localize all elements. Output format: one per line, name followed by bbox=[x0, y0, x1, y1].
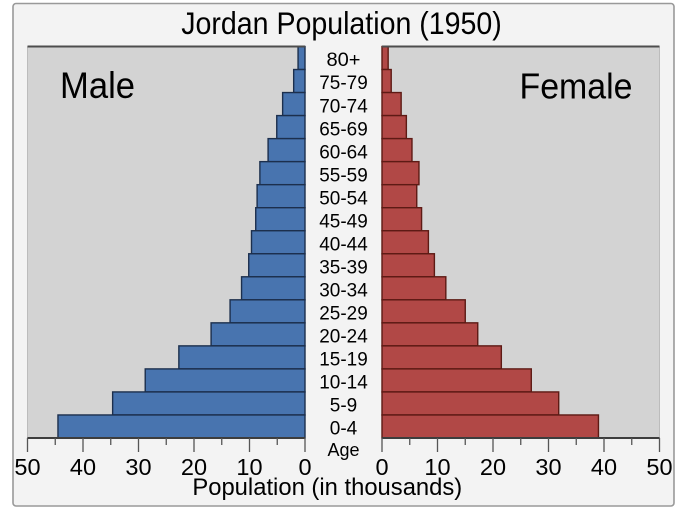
svg-text:40-44: 40-44 bbox=[319, 234, 368, 255]
svg-text:Male: Male bbox=[60, 65, 135, 106]
svg-text:35-39: 35-39 bbox=[319, 257, 368, 278]
svg-text:20: 20 bbox=[480, 454, 506, 480]
svg-text:20: 20 bbox=[181, 454, 207, 480]
svg-text:40: 40 bbox=[591, 454, 617, 480]
svg-text:Population (in thousands): Population (in thousands) bbox=[192, 474, 462, 501]
svg-text:Age: Age bbox=[327, 440, 359, 460]
svg-text:55-59: 55-59 bbox=[319, 165, 368, 186]
svg-text:25-29: 25-29 bbox=[319, 304, 368, 325]
svg-text:75-79: 75-79 bbox=[319, 73, 368, 94]
svg-text:0-4: 0-4 bbox=[330, 419, 358, 440]
svg-text:30: 30 bbox=[535, 454, 561, 480]
svg-text:10-14: 10-14 bbox=[319, 373, 368, 394]
svg-text:50: 50 bbox=[14, 454, 40, 480]
svg-text:40: 40 bbox=[70, 454, 96, 480]
svg-text:20-24: 20-24 bbox=[319, 327, 368, 348]
svg-text:0: 0 bbox=[375, 454, 388, 480]
svg-text:30: 30 bbox=[125, 454, 151, 480]
svg-text:50-54: 50-54 bbox=[319, 188, 368, 209]
svg-text:45-49: 45-49 bbox=[319, 211, 368, 232]
svg-text:80+: 80+ bbox=[327, 50, 361, 71]
svg-text:60-64: 60-64 bbox=[319, 142, 368, 163]
svg-text:Jordan Population (1950): Jordan Population (1950) bbox=[181, 6, 502, 41]
svg-text:70-74: 70-74 bbox=[319, 96, 368, 117]
svg-text:50: 50 bbox=[646, 454, 672, 480]
svg-text:0: 0 bbox=[298, 454, 311, 480]
svg-text:5-9: 5-9 bbox=[330, 396, 357, 417]
svg-text:15-19: 15-19 bbox=[319, 350, 368, 371]
svg-text:10: 10 bbox=[236, 454, 262, 480]
svg-text:10: 10 bbox=[424, 454, 450, 480]
svg-text:Female: Female bbox=[520, 66, 633, 107]
svg-text:30-34: 30-34 bbox=[319, 280, 368, 301]
svg-text:65-69: 65-69 bbox=[319, 119, 368, 140]
